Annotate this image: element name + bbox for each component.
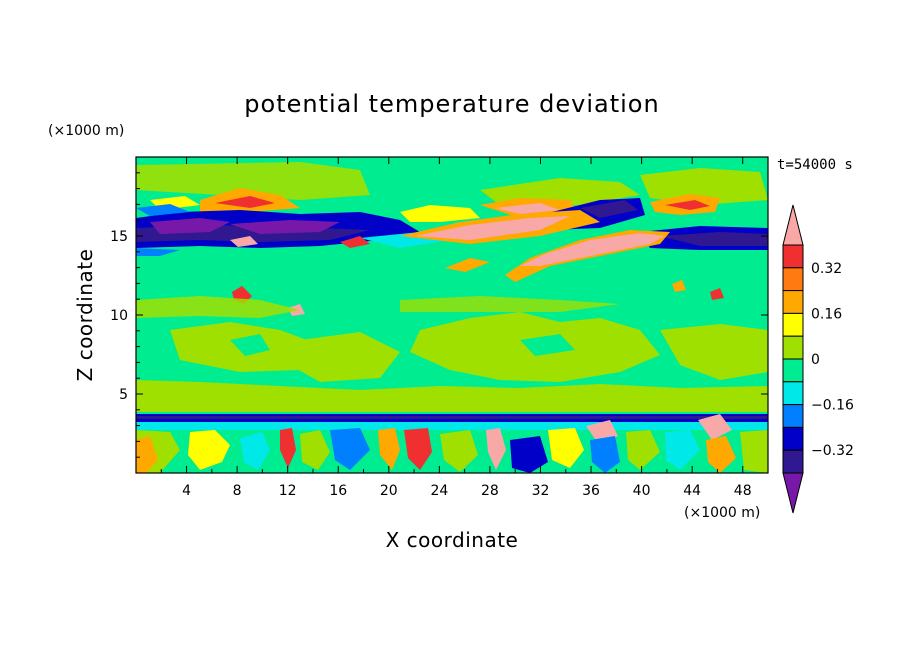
y-axis-unit: (×1000 m) [48, 123, 124, 139]
x-tick-label: 48 [734, 483, 752, 499]
y-tick-label: 10 [110, 308, 128, 324]
colorbar-swatch [782, 449, 804, 474]
x-tick-label: 40 [633, 483, 651, 499]
colorbar-swatch [782, 244, 804, 269]
contour-field [136, 157, 768, 473]
x-tick-label: 32 [532, 483, 550, 499]
colorbar-swatch [782, 381, 804, 406]
colorbar-label: 0.32 [811, 261, 842, 277]
y-axis-label: Z coordinate [73, 249, 97, 382]
x-axis-unit: (×1000 m) [684, 505, 760, 521]
x-tick-label: 28 [481, 483, 499, 499]
x-axis-label: X coordinate [386, 528, 519, 552]
x-tick-label: 16 [329, 483, 347, 499]
surface-layer [136, 414, 768, 473]
colorbar-label: −0.32 [811, 443, 854, 459]
colorbar-swatch [782, 312, 804, 337]
colorbar-label: 0 [811, 352, 820, 368]
colorbar-swatch [782, 267, 804, 292]
x-tick-label: 36 [582, 483, 600, 499]
colorbar: 0.32 0.16 0 −0.16 −0.32 [782, 204, 854, 514]
x-tick-label: 8 [233, 483, 242, 499]
x-tick-label: 44 [683, 483, 701, 499]
chart-title: potential temperature deviation [244, 90, 659, 118]
warm-filament [230, 210, 724, 316]
colorbar-swatch [782, 358, 804, 383]
colorbar-swatch [782, 404, 804, 428]
colorbar-label: 0.16 [811, 306, 842, 322]
x-axis: 4 8 12 16 20 24 28 32 36 40 44 48 [160, 157, 752, 499]
x-tick-label: 24 [430, 483, 448, 499]
colorbar-swatch [782, 335, 804, 360]
colorbar-top-arrow [782, 204, 804, 246]
mid-blobs [136, 296, 768, 412]
colorbar-label: −0.16 [811, 398, 854, 414]
surface-inversion [136, 414, 768, 430]
time-label: t=54000 s [777, 157, 853, 173]
upper-warm-patches [136, 158, 768, 205]
colorbar-swatch [782, 426, 804, 451]
y-tick-label: 5 [119, 387, 128, 403]
x-tick-label: 12 [279, 483, 297, 499]
y-axis: 5 10 15 [110, 172, 768, 458]
x-tick-label: 20 [380, 483, 398, 499]
colorbar-bottom-arrow [782, 472, 804, 514]
x-tick-label: 4 [182, 483, 191, 499]
y-tick-label: 15 [110, 229, 128, 245]
colorbar-swatch [782, 290, 804, 314]
